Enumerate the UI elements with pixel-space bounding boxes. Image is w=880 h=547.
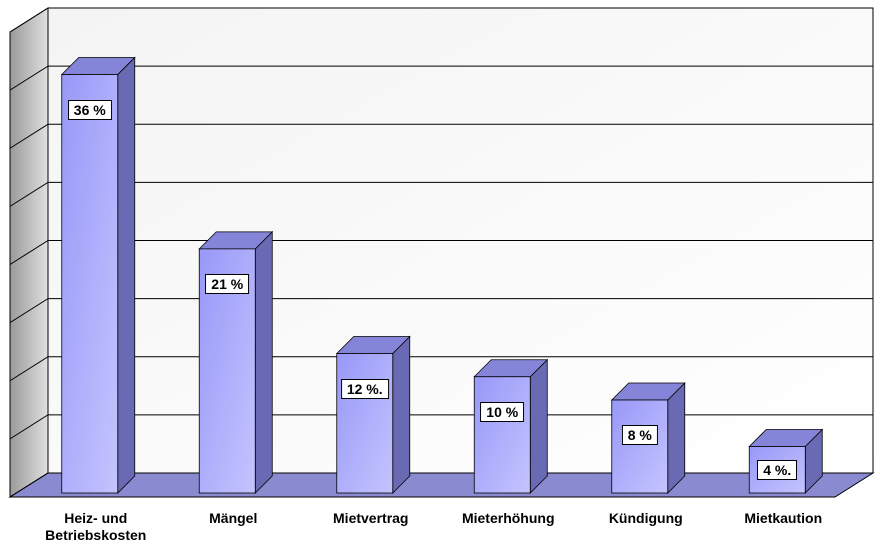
x-tick-label: Mietkaution bbox=[744, 510, 823, 526]
x-tick-label: Mietvertrag bbox=[333, 510, 409, 526]
bar-front bbox=[61, 74, 119, 494]
bar bbox=[473, 358, 549, 494]
grid-line bbox=[9, 414, 873, 440]
bar bbox=[335, 335, 411, 494]
floor bbox=[8, 472, 875, 498]
x-tick-label: Heiz- und Betriebskosten bbox=[45, 510, 147, 543]
bar bbox=[198, 230, 274, 494]
value-label: 21 % bbox=[205, 273, 250, 294]
grid-line bbox=[9, 7, 873, 33]
grid-line bbox=[9, 472, 873, 498]
value-label: 10 % bbox=[480, 401, 525, 422]
bar-side bbox=[667, 382, 686, 494]
value-label: 4 %. bbox=[757, 459, 798, 480]
x-tick-label: Kündigung bbox=[608, 510, 683, 526]
bar bbox=[610, 382, 686, 494]
grid-line bbox=[9, 181, 873, 207]
x-tick-label: Mängel bbox=[209, 510, 258, 526]
bar-side bbox=[117, 56, 136, 494]
x-tick-label: Mieterhöhung bbox=[461, 510, 555, 526]
value-label: 12 %. bbox=[340, 378, 389, 399]
bar-front bbox=[473, 376, 531, 494]
value-label: 36 % bbox=[67, 99, 112, 120]
grid-line bbox=[9, 240, 873, 265]
value-label: 8 % bbox=[621, 425, 658, 445]
grid-line bbox=[9, 123, 873, 149]
bar-side bbox=[392, 335, 411, 494]
bar-front bbox=[336, 353, 394, 494]
bar-side bbox=[529, 358, 548, 494]
grid-line bbox=[9, 298, 873, 324]
grid-line bbox=[9, 65, 873, 91]
grid-line bbox=[9, 356, 873, 382]
bar bbox=[60, 56, 136, 494]
bar-front bbox=[611, 399, 669, 494]
bar-side bbox=[254, 230, 273, 494]
